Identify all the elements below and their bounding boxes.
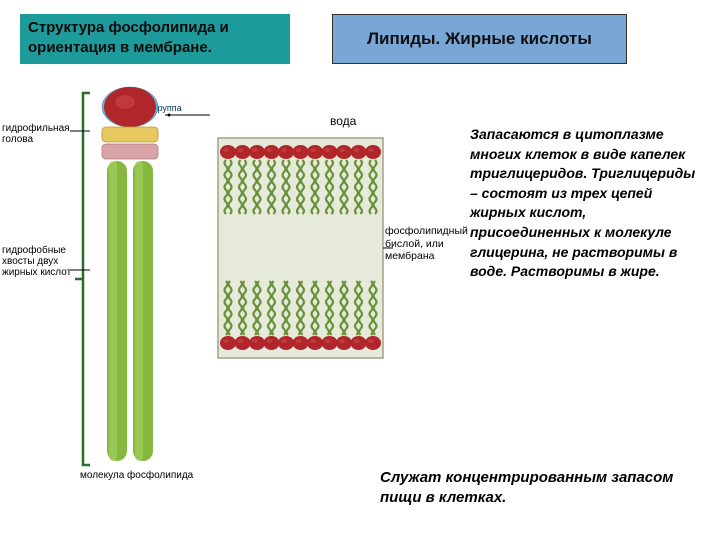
label-bilayer: фосфолипидный бислой, или мембрана xyxy=(385,225,465,263)
header-left-box: Структура фосфолипида и ориентация в мем… xyxy=(20,14,290,64)
header-left-title: Структура фосфолипида и ориентация в мем… xyxy=(28,19,229,56)
membrane-bilayer-diagram xyxy=(215,130,395,390)
diagram-area: гидрофильная голова гидрофобные хвосты д… xyxy=(0,85,460,505)
header-right-box: Липиды. Жирные кислоты xyxy=(332,14,627,64)
pointer-lines xyxy=(40,85,140,485)
label-water: вода xyxy=(330,115,356,128)
header-right-title: Липиды. Жирные кислоты xyxy=(367,29,592,49)
body-paragraph: Запасаются в цитоплазме многих клеток в … xyxy=(470,125,700,282)
